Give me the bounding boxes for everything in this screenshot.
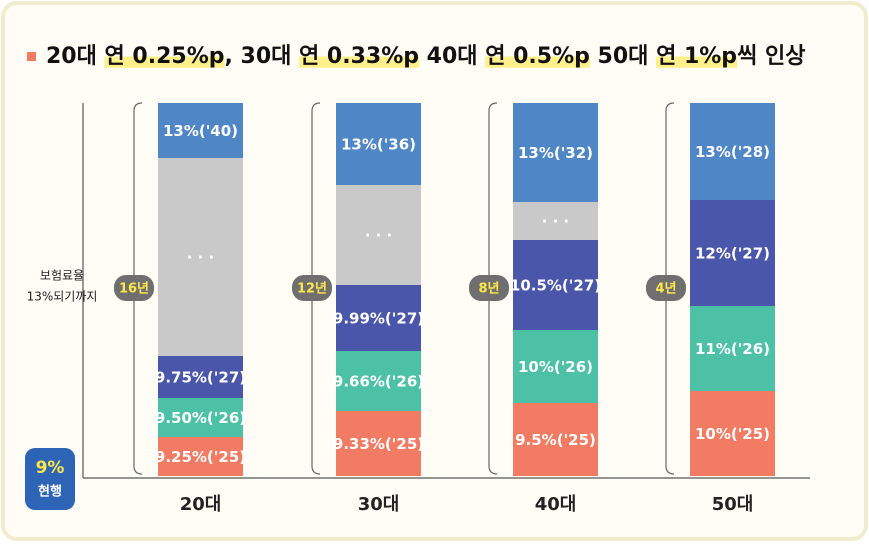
highlight-bg <box>485 56 590 68</box>
segment-label: 10%('25) <box>695 425 770 443</box>
segment-label: 9.66%('26) <box>333 373 424 391</box>
highlight-bg <box>104 56 225 68</box>
segment <box>158 398 243 437</box>
highlight-bg <box>656 56 738 68</box>
current-badge <box>25 448 75 510</box>
title: 20대 연 0.25%p, 30대 연 0.33%p 40대 연 0.5%p 5… <box>46 44 805 69</box>
segment-label: 11%('26) <box>695 340 770 358</box>
segment <box>513 240 598 330</box>
duration: 16년 <box>119 282 149 297</box>
bullet <box>27 52 36 61</box>
axis-note: 보험료율 <box>40 269 84 283</box>
segment-label: 13%('28) <box>695 143 770 161</box>
segment <box>336 351 421 411</box>
current-label: 현행 <box>38 484 62 500</box>
segment <box>158 437 243 476</box>
segment-label: 9.5%('25) <box>515 431 596 449</box>
category-label: 30대 <box>358 494 400 515</box>
segment-label: · · · <box>187 249 215 267</box>
segment <box>158 158 243 356</box>
segment <box>513 330 598 403</box>
category-label: 50대 <box>712 494 754 515</box>
title-text: , 30대 <box>225 44 300 69</box>
highlight-bg <box>299 56 420 68</box>
segment <box>690 103 775 200</box>
segment-label: 10.5%('27) <box>510 277 601 295</box>
segment-label: 9.50%('26) <box>155 409 246 427</box>
segment-label: 9.33%('25) <box>333 435 424 453</box>
segment-label: 9.75%('27) <box>155 369 246 387</box>
duration-badge <box>646 275 686 301</box>
segment <box>336 285 421 351</box>
segment-label: · · · <box>542 213 570 231</box>
segment-label: 13%('36) <box>341 136 416 154</box>
axis-note: 13%되기까지 <box>27 290 98 304</box>
segment <box>336 185 421 285</box>
category-label: 40대 <box>535 494 577 515</box>
duration-badge <box>114 275 154 301</box>
segment-label: 9.99%('27) <box>333 310 424 328</box>
title-highlight: 연 0.25%p <box>105 44 225 69</box>
segment-label: 12%('27) <box>695 245 770 263</box>
title-highlight: 연 1%p <box>656 44 737 69</box>
segment <box>513 202 598 240</box>
title-text: 40대 <box>419 44 485 69</box>
segment <box>690 391 775 476</box>
segment-label: 13%('32) <box>518 144 593 162</box>
segment <box>158 103 243 158</box>
segment-label: 10%('26) <box>518 358 593 376</box>
duration: 12년 <box>297 282 327 297</box>
segment-label: · · · <box>365 227 393 245</box>
title-text: 50대 <box>590 44 656 69</box>
segment <box>690 200 775 306</box>
duration-badge <box>292 275 332 301</box>
segment-label: 9.25%('25) <box>155 448 246 466</box>
segment <box>336 103 421 185</box>
segment-label: 13%('40) <box>163 122 238 140</box>
segment <box>336 411 421 476</box>
segment <box>690 306 775 391</box>
current-value: 9% <box>36 458 65 478</box>
duration-badge <box>469 275 509 301</box>
title-highlight: 연 0.33%p <box>299 44 419 69</box>
title-text: 씩 인상 <box>737 44 805 69</box>
segment <box>513 403 598 476</box>
title-highlight: 연 0.5%p <box>485 44 590 69</box>
segment <box>158 356 243 398</box>
duration: 4년 <box>655 282 676 297</box>
segment <box>513 103 598 202</box>
title-text: 20대 <box>46 44 105 69</box>
duration: 8년 <box>478 282 499 297</box>
category-label: 20대 <box>180 494 222 515</box>
